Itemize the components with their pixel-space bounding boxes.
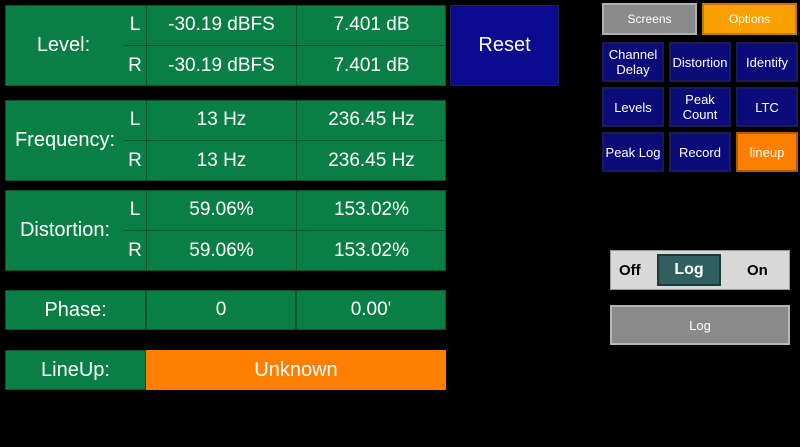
nav-levels[interactable]: Levels [602, 87, 664, 127]
distortion-ch-l: L [129, 199, 141, 220]
level-ch-l: L [129, 14, 141, 35]
nav-identify[interactable]: Identify [736, 42, 798, 82]
level-l-db: 7.401 dB [333, 14, 410, 35]
lineup-label: LineUp: [5, 350, 146, 390]
distortion-l-v1: 59.06% [189, 199, 254, 220]
nav-ltc[interactable]: LTC [736, 87, 798, 127]
nav-record[interactable]: Record [669, 132, 731, 172]
log-toggle[interactable]: Off Log On [610, 250, 790, 290]
frequency-l-v1: 13 Hz [196, 109, 247, 130]
level-r-dbfs: -30.19 dBFS [168, 55, 275, 76]
reset-button[interactable]: Reset [450, 5, 559, 86]
toggle-off-label: Off [619, 261, 641, 279]
phase-value-1: 0 [146, 290, 296, 330]
frequency-r-v1: 13 Hz [196, 150, 247, 171]
options-tab[interactable]: Options [702, 3, 797, 35]
frequency-ch-l: L [129, 109, 141, 130]
frequency-label: Frequency: [14, 129, 116, 151]
frequency-l-v2: 236.45 Hz [328, 109, 415, 130]
distortion-r-v1: 59.06% [189, 240, 254, 261]
screens-tab[interactable]: Screens [602, 3, 697, 35]
distortion-label: Distortion: [19, 219, 111, 241]
nav-channel-delay[interactable]: Channel Delay [602, 42, 664, 82]
phase-label: Phase: [5, 290, 146, 330]
nav-distortion[interactable]: Distortion [669, 42, 731, 82]
frequency-ch-r: R [128, 150, 142, 171]
phase-value-2: 0.00' [296, 290, 446, 330]
toggle-on-label: On [747, 261, 768, 279]
level-ch-r: R [128, 55, 142, 76]
distortion-l-v2: 153.02% [333, 199, 409, 220]
level-l-dbfs: -30.19 dBFS [168, 14, 275, 35]
nav-peak-count[interactable]: Peak Count [669, 87, 731, 127]
distortion-r-v2: 153.02% [333, 240, 409, 261]
frequency-r-v2: 236.45 Hz [328, 150, 415, 171]
level-label: Level: [36, 34, 91, 56]
level-r-db: 7.401 dB [333, 55, 410, 76]
log-button[interactable]: Log [610, 305, 790, 345]
distortion-ch-r: R [128, 240, 142, 261]
lineup-status: Unknown [146, 350, 446, 390]
nav-lineup[interactable]: lineup [736, 132, 798, 172]
toggle-knob[interactable]: Log [657, 254, 721, 286]
nav-peak-log[interactable]: Peak Log [602, 132, 664, 172]
